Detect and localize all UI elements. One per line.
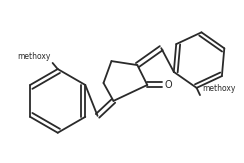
Text: O: O <box>164 80 172 90</box>
Text: methoxy: methoxy <box>17 52 51 61</box>
Text: methoxy: methoxy <box>202 84 235 93</box>
